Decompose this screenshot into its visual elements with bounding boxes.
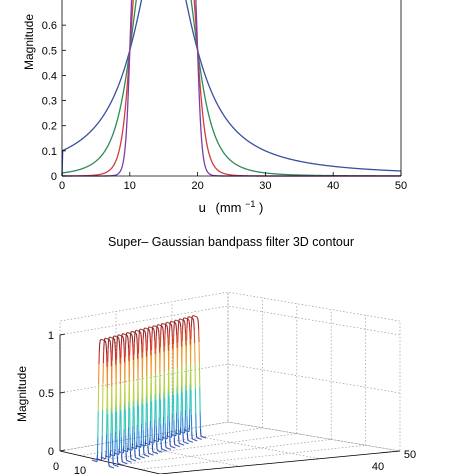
left-wall — [59, 291, 229, 452]
y-tick-label: 0.2 — [42, 121, 57, 133]
x-axis-label: u (mm −1 ) — [199, 195, 264, 215]
x-tick-label: 10 — [74, 465, 86, 474]
chart-title: Super– Gaussian bandpass filter 3D conto… — [108, 235, 354, 249]
x-tick-label: 30 — [259, 180, 271, 192]
back-wall — [227, 291, 401, 452]
y-axis-line — [159, 450, 401, 474]
grid-line — [139, 444, 366, 470]
y-tick-label: 40 — [372, 461, 384, 473]
x-ticks: 0 10 20 30 40 50 — [59, 172, 407, 192]
x-tick-label: 0 — [59, 180, 65, 192]
z-tick-label: 0.5 — [39, 388, 54, 400]
y-tick-label: 0.4 — [42, 70, 57, 82]
x-axis-label-exp: −1 — [245, 199, 255, 209]
x-tick-label: 50 — [395, 180, 407, 192]
surface-lines — [91, 315, 207, 469]
x-tick-label: 10 — [124, 180, 136, 192]
z-tick-mark — [59, 333, 66, 336]
y-tick-label: 0.5 — [42, 45, 57, 57]
y-tick-label: 0.1 — [42, 146, 57, 158]
x-tick-label: 0 — [53, 461, 59, 473]
z-tick-mark — [59, 449, 66, 452]
grid-line — [59, 305, 401, 336]
y-tick-label: 0.3 — [42, 96, 57, 108]
line-chart: 0 10 20 30 40 50 0 0.1 0.2 0.3 0.4 0.5 0.6 Magnitud… — [22, 0, 407, 215]
x-axis-label-unit: (mm — [216, 200, 242, 215]
grid-line — [119, 439, 332, 466]
z-tick-label: 0 — [48, 446, 54, 458]
x-axis-label-main: u — [199, 200, 206, 215]
x-tick-label: 40 — [327, 180, 339, 192]
x-axis-label-close: ) — [259, 200, 263, 215]
y-axis-label: Magnitude — [22, 14, 36, 70]
z-tick-mark — [59, 391, 66, 394]
y-tick-label: 50 — [404, 449, 416, 461]
y-tick-label: 0.6 — [42, 20, 57, 32]
y-ticks: 0 0.1 0.2 0.3 0.4 0.5 0.6 — [42, 20, 66, 183]
surface-3d-chart: Super– Gaussian bandpass filter 3D conto… — [15, 235, 416, 474]
series-line — [61, 0, 402, 177]
grid-line — [79, 427, 263, 456]
z-tick-label: 1 — [48, 330, 54, 342]
x-axis-line — [59, 450, 161, 474]
x-tick-label: 20 — [191, 180, 203, 192]
grid-line — [99, 433, 297, 461]
y-tick-label: 0 — [51, 171, 57, 183]
z-axis-label: Magnitude — [15, 366, 29, 422]
plot-area — [62, 0, 401, 176]
grid-line — [171, 431, 321, 460]
